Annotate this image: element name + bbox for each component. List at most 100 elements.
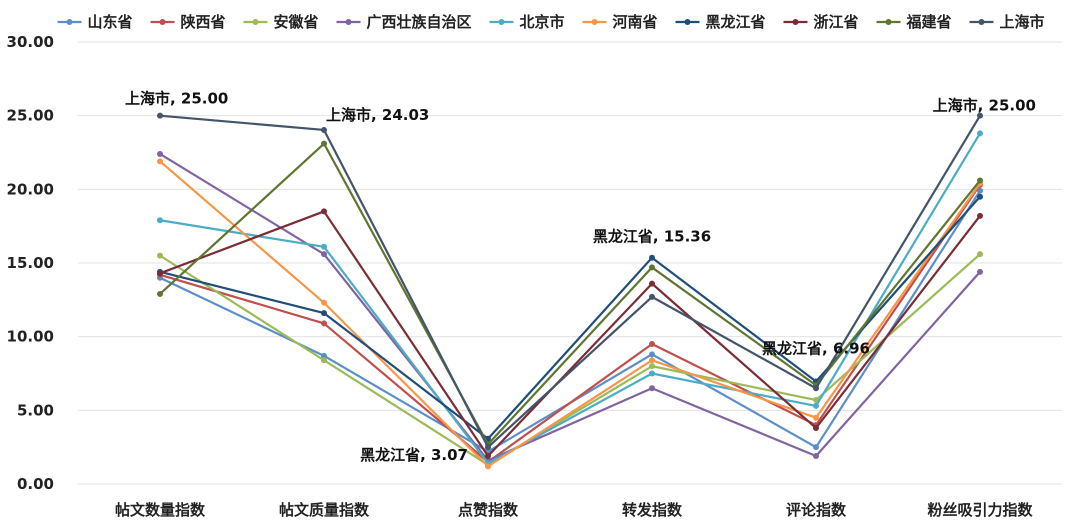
legend-item: 河南省: [582, 13, 658, 31]
data-point: [649, 363, 655, 370]
data-point: [157, 150, 163, 157]
x-tick-label: 转发指数: [622, 501, 683, 519]
legend-swatch-marker: [498, 19, 505, 25]
data-point: [649, 293, 655, 300]
data-point: [649, 357, 655, 364]
legend-label: 陕西省: [181, 13, 226, 31]
legend-swatch-marker: [792, 19, 799, 25]
data-point: [321, 310, 327, 317]
legend-label: 浙江省: [814, 13, 859, 31]
data-point: [321, 208, 327, 215]
data-label: 黑龙江省, 6.96: [762, 339, 870, 357]
data-point: [157, 217, 163, 224]
y-tick-label: 10.00: [7, 328, 54, 346]
data-label: 上海市, 24.03: [326, 106, 429, 124]
data-annotations: 上海市, 25.00 上海市, 24.03 黑龙江省, 3.07 黑龙江省, 15.3…: [125, 90, 1036, 464]
series-5: [157, 158, 983, 470]
data-point: [813, 385, 819, 392]
data-point: [813, 414, 819, 421]
series-line: [159, 153, 981, 462]
legend-item: 黑龙江省: [675, 13, 766, 31]
series-line: [159, 160, 981, 468]
data-point: [485, 444, 491, 451]
data-point: [485, 453, 491, 460]
y-tick-label: 25.00: [7, 107, 54, 125]
series-lines: [157, 112, 983, 470]
data-point: [157, 290, 163, 297]
data-point: [649, 264, 655, 271]
data-point: [649, 341, 655, 348]
legend-item: 广西壮族自治区: [336, 13, 472, 31]
data-point: [321, 140, 327, 147]
data-point: [813, 402, 819, 409]
data-point: [813, 453, 819, 460]
data-point: [157, 112, 163, 119]
data-point: [485, 463, 491, 470]
y-tick-label: 20.00: [7, 180, 54, 198]
series-9: [157, 112, 983, 451]
data-point: [977, 268, 983, 275]
series-7: [157, 208, 983, 460]
legend-swatch-marker: [159, 19, 166, 25]
legend-label: 上海市: [1000, 13, 1045, 31]
x-tick-label: 粉丝吸引力指数: [927, 501, 1033, 519]
legend-swatch-marker: [252, 19, 259, 25]
data-point: [157, 252, 163, 259]
data-label: 上海市, 25.00: [125, 90, 228, 108]
data-point: [977, 212, 983, 219]
legend-swatch-marker: [978, 19, 985, 25]
data-point: [157, 270, 163, 277]
series-line: [159, 114, 981, 449]
legend-item: 福建省: [876, 13, 952, 31]
legend-label: 北京市: [520, 13, 565, 31]
data-point: [977, 177, 983, 184]
y-tick-label: 0.00: [17, 475, 54, 493]
legend-swatch-marker: [345, 19, 352, 25]
data-point: [321, 320, 327, 327]
data-point: [321, 126, 327, 133]
legend-swatch-marker: [591, 19, 598, 25]
series-1: [157, 181, 983, 465]
data-point: [813, 425, 819, 432]
data-label: 黑龙江省, 15.36: [593, 228, 711, 246]
data-point: [649, 254, 655, 261]
grid-lines: [78, 41, 1062, 485]
legend-item: 浙江省: [783, 13, 859, 31]
series-line: [159, 142, 981, 446]
series-line: [159, 132, 981, 465]
legend-item: 上海市: [969, 13, 1045, 31]
y-tick-label: 30.00: [7, 33, 54, 51]
data-point: [977, 130, 983, 137]
data-point: [321, 299, 327, 306]
data-point: [321, 357, 327, 364]
data-point: [649, 385, 655, 392]
data-point: [977, 193, 983, 200]
data-label: 黑龙江省, 3.07: [360, 446, 468, 464]
y-axis: 0.00 5.00 10.00 15.00 20.00 25.00 30.00: [7, 33, 54, 493]
x-axis: 帖文数量指数 帖文质量指数 点赞指数 转发指数 评论指数 粉丝吸引力指数: [115, 501, 1034, 519]
legend-label: 广西壮族自治区: [367, 13, 472, 31]
data-point: [321, 352, 327, 359]
legend-swatch-marker: [684, 19, 691, 25]
data-point: [321, 251, 327, 258]
series-line: [159, 184, 981, 463]
x-tick-label: 点赞指数: [458, 501, 519, 519]
legend-item: 北京市: [489, 13, 565, 31]
legend-label: 黑龙江省: [706, 13, 766, 31]
data-point: [977, 112, 983, 119]
data-label: 上海市, 25.00: [933, 97, 1036, 115]
y-tick-label: 5.00: [17, 401, 54, 419]
series-3: [157, 150, 983, 464]
data-point: [157, 158, 163, 165]
data-point: [977, 251, 983, 258]
legend-item: 陕西省: [150, 13, 226, 31]
x-tick-label: 帖文数量指数: [115, 501, 206, 519]
legend-swatch-marker: [66, 19, 73, 25]
series-line: [159, 210, 981, 458]
data-point: [649, 351, 655, 358]
data-point: [813, 444, 819, 451]
legend-label: 河南省: [613, 13, 658, 31]
x-tick-label: 帖文质量指数: [279, 501, 370, 519]
